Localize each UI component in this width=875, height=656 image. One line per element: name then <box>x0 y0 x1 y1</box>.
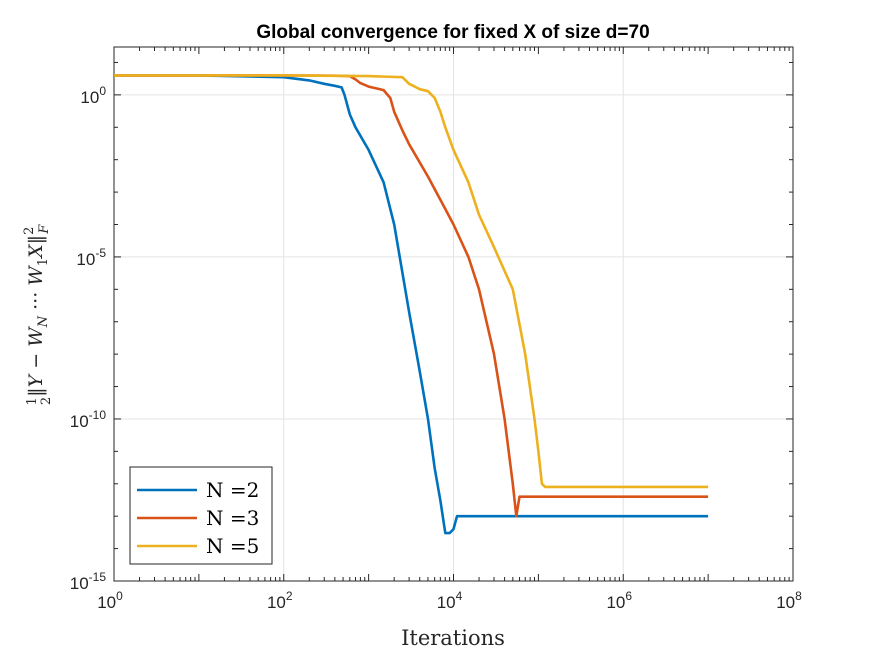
series-line-2 <box>114 74 709 518</box>
series-line-1 <box>114 74 709 535</box>
y-tick-label: 10-15 <box>70 570 107 593</box>
x-tick-label: 106 <box>606 589 632 612</box>
legend-label-3: N =5 <box>206 534 259 558</box>
y-axis-label: 12‖Y − WN ··· W1X‖2F <box>22 224 54 406</box>
chart-title: Global convergence for fixed X of size d… <box>256 22 649 43</box>
x-axis-label: Iterations <box>401 626 505 650</box>
x-tick-label: 108 <box>776 589 802 612</box>
svg-text:12‖Y − WN ··· W1X‖2F: 12‖Y − WN ··· W1X‖2F <box>22 224 54 406</box>
y-tick-label: 10-10 <box>70 408 107 431</box>
legend-label-2: N =3 <box>206 506 259 530</box>
legend: N =2 N =3 N =5 <box>129 466 273 565</box>
legend-box <box>129 466 273 565</box>
series-line-3 <box>114 74 709 489</box>
x-tick-label: 100 <box>97 589 123 612</box>
x-tick-label: 104 <box>437 589 463 612</box>
legend-label-1: N =2 <box>206 478 259 502</box>
series-group <box>114 74 709 535</box>
minor-ticks <box>113 47 793 582</box>
y-tick-label: 100 <box>80 84 106 107</box>
y-tick-labels: 100 10-5 10-10 10-15 <box>70 84 107 593</box>
x-tick-labels: 100 102 104 106 108 <box>97 589 802 612</box>
x-tick-label: 102 <box>267 589 293 612</box>
y-tick-label: 10-5 <box>76 246 106 269</box>
